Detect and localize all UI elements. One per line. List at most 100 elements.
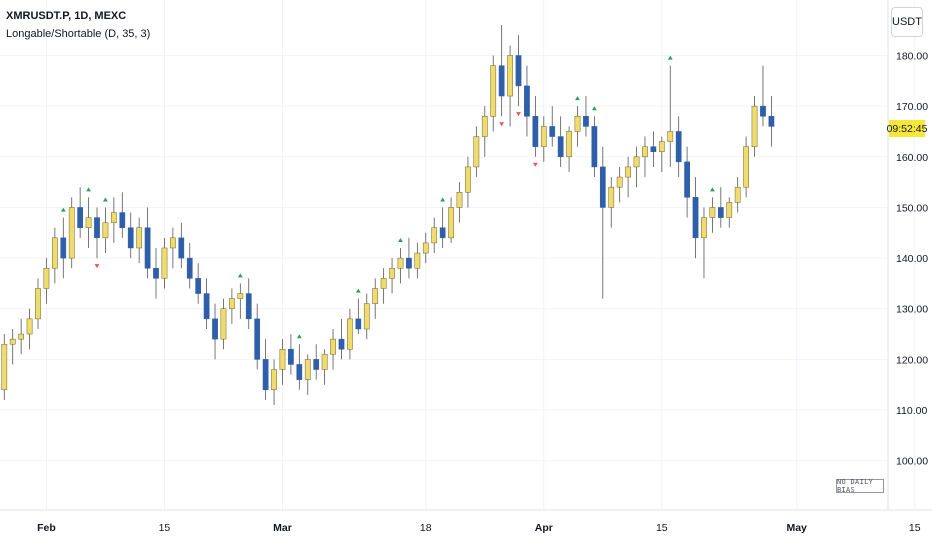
candle-body [439, 227, 446, 239]
candle [363, 293, 370, 340]
candle [625, 156, 631, 198]
candle [397, 247, 404, 284]
time-axis[interactable]: Feb15Mar18Apr15May15Jun17Jul15Aug15Sep [37, 522, 932, 534]
candle-body [127, 227, 134, 249]
x-tick-label: May [786, 522, 807, 534]
price-axis[interactable]: 100.00 110.00 120.00 130.00 140.00 150.00 160.… [896, 51, 928, 468]
candle [26, 308, 33, 350]
candle [675, 116, 682, 178]
candle [296, 344, 303, 390]
candle-body [43, 267, 50, 289]
candle [279, 339, 286, 385]
signal-markers [60, 55, 715, 339]
candle [355, 298, 362, 335]
candle [321, 349, 328, 385]
candle-body [431, 227, 438, 244]
candle-body [515, 55, 522, 87]
long-signal-marker [575, 96, 580, 101]
candle-body [709, 207, 716, 218]
long-signal-marker [398, 237, 403, 242]
candle [85, 197, 92, 248]
y-tick-label: 160.00 [896, 152, 928, 164]
candle [574, 106, 581, 147]
symbol-title[interactable]: XMRUSDT.P, 1D, MEXC [6, 10, 127, 22]
candle-body [35, 288, 41, 320]
candle [667, 65, 674, 167]
candle [43, 258, 50, 304]
candle-body [397, 257, 404, 269]
candle [439, 207, 446, 248]
candle-body [574, 116, 581, 132]
candle [51, 227, 58, 284]
candle-body [616, 176, 623, 188]
candle-body [743, 146, 749, 188]
candle-body [625, 166, 631, 178]
candle [591, 116, 598, 178]
long-signal-marker [296, 334, 302, 339]
candle [422, 232, 429, 264]
candle [684, 146, 690, 218]
currency-unit-button[interactable]: USDT [891, 7, 923, 37]
candle [262, 339, 269, 400]
candle [406, 237, 412, 279]
candle-body [524, 85, 530, 117]
candle [245, 278, 252, 329]
candle-body [330, 338, 336, 355]
candle [608, 177, 615, 228]
candle-body [675, 131, 682, 163]
candle-body [490, 65, 497, 117]
candle [566, 126, 572, 172]
candle [254, 303, 261, 370]
candle [170, 227, 176, 269]
candle [498, 25, 505, 117]
candle [288, 334, 294, 375]
short-signal-marker [499, 122, 505, 127]
candle [94, 207, 100, 259]
candle [380, 268, 387, 304]
x-tick-label: 15 [909, 522, 921, 534]
grid-lines [0, 0, 916, 510]
candle [515, 35, 522, 107]
candle [642, 136, 648, 178]
long-signal-marker [86, 187, 91, 192]
long-signal-marker [440, 197, 446, 202]
candle-body [94, 217, 100, 239]
candle [743, 136, 749, 198]
candle-body [591, 126, 598, 168]
candle [212, 303, 218, 360]
candle-body [633, 156, 640, 168]
candle [734, 177, 741, 213]
candle [127, 212, 134, 259]
short-signal-marker [532, 162, 538, 167]
long-signal-marker [103, 197, 108, 202]
long-signal-marker [237, 273, 243, 278]
candles [1, 25, 775, 405]
candle [616, 166, 623, 203]
candle-body [85, 217, 92, 228]
candle-body [178, 237, 185, 259]
candle [18, 318, 25, 355]
short-signal-marker [94, 264, 100, 269]
candle-body [599, 166, 606, 208]
candle [313, 344, 320, 380]
candle-body [717, 207, 724, 218]
candle [599, 146, 606, 299]
candle-body [60, 237, 67, 259]
candle-body [448, 207, 454, 239]
candle-body [212, 318, 218, 340]
candle [304, 354, 311, 395]
candle [372, 278, 379, 319]
indicator-label[interactable]: Longable/Shortable (D, 35, 3) [6, 28, 151, 40]
candle [186, 242, 193, 289]
y-tick-label: 140.00 [896, 253, 928, 265]
candle-body [726, 202, 733, 218]
candle-body [161, 247, 168, 279]
candle [144, 207, 151, 279]
candle-body [313, 359, 320, 370]
x-tick-label: 15 [656, 522, 668, 534]
candle [9, 329, 16, 365]
candle-body [465, 166, 471, 193]
long-signal-marker [667, 55, 673, 60]
candle [768, 96, 775, 147]
